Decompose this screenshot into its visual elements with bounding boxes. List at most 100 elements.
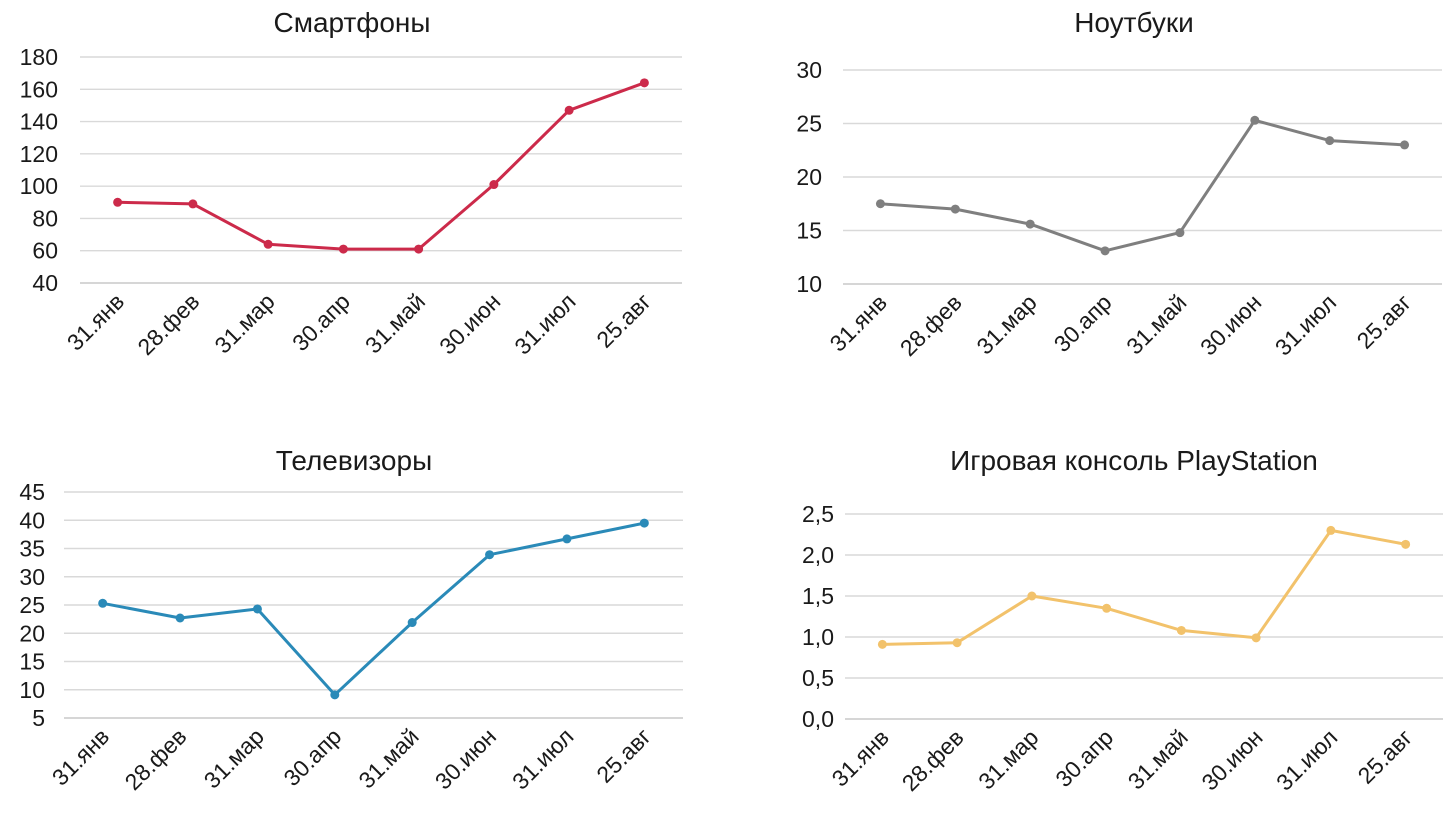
data-point	[1400, 140, 1410, 150]
x-tick-label: 30.апр	[1049, 289, 1117, 357]
y-tick-label: 30	[19, 564, 45, 590]
data-point	[263, 239, 273, 249]
data-point	[1102, 603, 1112, 613]
x-tick-label: 28.фев	[120, 723, 192, 795]
y-tick-label: 35	[19, 536, 45, 562]
x-tick-label: 30.июн	[430, 723, 501, 794]
x-tick-label: 31.мар	[971, 289, 1041, 359]
x-tick-label: 28.фев	[132, 288, 204, 360]
x-tick-label: 31.июл	[509, 288, 580, 359]
x-tick-label: 31.июл	[1271, 724, 1342, 795]
data-point	[1401, 539, 1411, 549]
y-tick-label: 1,0	[802, 624, 834, 650]
x-tick-label: 31.май	[360, 288, 430, 358]
y-tick-label: 20	[19, 620, 45, 646]
chart-title: Телевизоры	[276, 445, 432, 476]
data-point	[639, 78, 649, 88]
y-tick-label: 15	[796, 218, 822, 244]
data-point	[98, 598, 108, 608]
x-tick-label: 30.апр	[278, 723, 346, 791]
data-point	[1251, 633, 1261, 643]
y-tick-label: 25	[796, 111, 822, 137]
x-tick-label: 30.апр	[287, 288, 355, 356]
x-tick-label: 25.авг	[1351, 289, 1416, 354]
y-tick-label: 60	[32, 238, 58, 264]
data-point	[1250, 115, 1260, 125]
data-point	[188, 199, 198, 209]
y-tick-label: 2,5	[802, 501, 834, 527]
data-point	[877, 639, 887, 649]
x-tick-label: 31.мар	[209, 288, 279, 358]
data-point	[564, 105, 574, 115]
x-tick-label: 28.фев	[895, 289, 967, 361]
y-tick-label: 40	[32, 270, 58, 296]
data-point	[407, 618, 417, 628]
series-line-playstation	[880, 528, 1408, 646]
y-tick-label: 160	[20, 76, 58, 102]
y-tick-label: 25	[19, 592, 45, 618]
x-tick-label: 31.май	[1121, 289, 1191, 359]
series-line-laptops	[878, 118, 1407, 253]
data-point	[1325, 136, 1335, 146]
y-tick-label: 120	[20, 141, 58, 167]
x-tick-label: 31.май	[1123, 724, 1193, 794]
x-tick-label: 31.янв	[826, 724, 893, 791]
chart-title: Игровая консоль PlayStation	[950, 445, 1318, 476]
data-point	[562, 534, 572, 544]
x-tick-label: 30.июн	[1195, 289, 1266, 360]
y-tick-label: 30	[796, 57, 822, 83]
y-tick-label: 0,0	[802, 706, 834, 732]
x-tick-label: 28.фев	[897, 724, 969, 796]
data-point	[485, 550, 495, 560]
x-tick-label: 31.мар	[199, 723, 269, 793]
y-tick-label: 100	[20, 173, 58, 199]
y-tick-label: 80	[32, 205, 58, 231]
chart-smartphones: Смартфоны 40 60 80 100 120 140 160 180 31.янв 28.ф…	[20, 7, 682, 360]
data-point	[113, 197, 123, 207]
x-tick-label: 31.мар	[973, 724, 1043, 794]
series-line-smartphones	[116, 81, 646, 251]
data-point	[414, 244, 424, 254]
x-tick-label: 31.июл	[1270, 289, 1341, 360]
x-tick-label: 30.июн	[434, 288, 505, 359]
x-tick-label: 30.апр	[1050, 724, 1118, 792]
y-tick-label: 140	[20, 109, 58, 135]
data-point	[252, 604, 262, 614]
chart-playstation: Игровая консоль PlayStation 0,0 0,5 1,0 1,5 2…	[802, 445, 1443, 796]
series-line-tvs	[101, 521, 646, 697]
y-tick-label: 2,0	[802, 542, 834, 568]
x-tick-label: 31.янв	[825, 289, 892, 356]
y-tick-label: 0,5	[802, 665, 834, 691]
data-point	[1025, 219, 1035, 229]
data-point	[1175, 228, 1185, 238]
x-tick-label: 30.июн	[1196, 724, 1267, 795]
x-tick-label: 25.авг	[591, 723, 656, 788]
data-point	[1100, 246, 1110, 256]
y-tick-label: 15	[19, 649, 45, 675]
data-point	[639, 518, 649, 528]
data-point	[1176, 625, 1186, 635]
data-point	[1027, 591, 1037, 601]
x-tick-label: 31.май	[353, 723, 423, 793]
y-tick-label: 1,5	[802, 583, 834, 609]
data-point	[950, 204, 960, 214]
data-point	[952, 638, 962, 648]
y-tick-label: 10	[19, 677, 45, 703]
y-tick-label: 10	[796, 271, 822, 297]
data-point	[1326, 525, 1336, 535]
y-tick-label: 5	[32, 705, 45, 731]
y-tick-label: 180	[20, 44, 58, 70]
y-tick-label: 45	[19, 479, 45, 505]
y-tick-label: 20	[796, 164, 822, 190]
x-tick-label: 31.янв	[62, 288, 129, 355]
x-tick-label: 25.авг	[591, 288, 656, 353]
data-point	[489, 180, 499, 190]
chart-title: Ноутбуки	[1074, 7, 1194, 38]
x-tick-label: 25.авг	[1353, 724, 1418, 789]
data-point	[330, 690, 340, 700]
data-point	[875, 199, 885, 209]
chart-title: Смартфоны	[273, 7, 430, 38]
x-tick-label: 31.янв	[47, 723, 114, 790]
